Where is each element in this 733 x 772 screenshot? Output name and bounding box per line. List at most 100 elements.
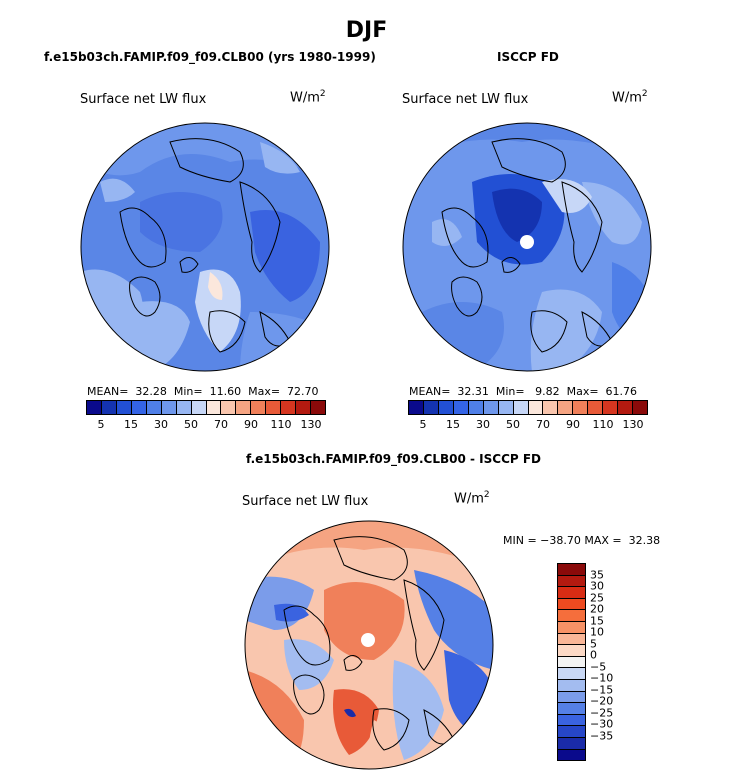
colorbar-swatch xyxy=(176,401,192,414)
colorbar-swatch xyxy=(558,645,585,657)
colorbar-tick: −10 xyxy=(590,671,614,685)
diff-units: W/m2 xyxy=(454,490,490,507)
colorbar-tick: 15 xyxy=(124,418,138,431)
model-panel-title: f.e15b03ch.FAMIP.f09_f09.CLB00 (yrs 1980… xyxy=(44,50,376,64)
colorbar-swatch xyxy=(558,726,585,738)
colorbar-swatch xyxy=(558,598,585,611)
colorbar-tick: 30 xyxy=(476,418,490,431)
obs-field-label: Surface net LW flux xyxy=(402,92,529,107)
colorbar-swatch xyxy=(558,691,585,704)
obs-stats: MEAN= 32.31 Min= 9.82 Max= 61.76 xyxy=(409,385,638,398)
colorbar-swatch xyxy=(558,703,585,715)
colorbar-tick: −20 xyxy=(590,694,614,708)
colorbar-tick: 5 xyxy=(419,418,427,431)
diff-colorbar xyxy=(557,563,586,761)
colorbar-tick: 70 xyxy=(214,418,228,431)
colorbar-swatch xyxy=(453,401,469,414)
diff-colorbar-ticks: 35 30 25 20 15 10 5 0 −5 −10 −15 −20 −25… xyxy=(590,563,650,759)
obs-panel-title: ISCCP FD xyxy=(497,50,559,64)
colorbar-swatch xyxy=(558,749,585,761)
colorbar-swatch xyxy=(423,401,439,414)
model-colorbar-ticks: 5 15 30 50 70 90 110 130 xyxy=(86,418,326,432)
obs-units: W/m2 xyxy=(612,89,648,106)
colorbar-tick: 15 xyxy=(590,614,604,627)
colorbar-swatch xyxy=(131,401,147,414)
obs-colorbar-ticks: 5 15 30 50 70 90 110 130 xyxy=(408,418,648,432)
diff-stats: MIN = −38.70 MAX = 32.38 xyxy=(503,534,661,547)
colorbar-swatch xyxy=(87,401,102,414)
figure-title: DJF xyxy=(345,18,388,43)
colorbar-swatch xyxy=(558,668,585,680)
colorbar-swatch xyxy=(558,401,574,414)
colorbar-tick: 130 xyxy=(622,418,644,431)
colorbar-swatch xyxy=(251,401,267,414)
colorbar-swatch xyxy=(558,737,585,750)
colorbar-swatch xyxy=(558,587,585,599)
colorbar-swatch xyxy=(101,401,117,414)
colorbar-tick: 50 xyxy=(184,418,198,431)
colorbar-tick: −35 xyxy=(590,729,614,742)
colorbar-tick: 15 xyxy=(446,418,460,431)
colorbar-swatch xyxy=(528,401,544,414)
model-units: W/m2 xyxy=(290,89,326,106)
colorbar-tick: 0 xyxy=(590,648,597,662)
colorbar-swatch xyxy=(266,401,282,414)
colorbar-tick: 30 xyxy=(590,579,604,593)
colorbar-swatch xyxy=(409,401,424,414)
colorbar-swatch xyxy=(558,633,585,646)
model-polar-map xyxy=(80,122,330,372)
colorbar-tick: 5 xyxy=(590,637,597,650)
colorbar-tick: 110 xyxy=(592,418,614,431)
colorbar-swatch xyxy=(558,714,585,727)
colorbar-tick: 10 xyxy=(590,625,604,639)
colorbar-swatch xyxy=(558,656,585,669)
colorbar-swatch xyxy=(633,401,647,414)
colorbar-swatch xyxy=(311,401,325,414)
colorbar-swatch xyxy=(543,401,559,414)
colorbar-tick: 25 xyxy=(590,591,604,604)
colorbar-swatch xyxy=(558,621,585,634)
colorbar-swatch xyxy=(161,401,177,414)
colorbar-swatch xyxy=(558,564,585,576)
colorbar-swatch xyxy=(558,679,585,692)
colorbar-tick: 90 xyxy=(566,418,580,431)
colorbar-swatch xyxy=(603,401,619,414)
colorbar-swatch xyxy=(573,401,589,414)
diff-field-label: Surface net LW flux xyxy=(242,494,369,509)
diff-polar-map xyxy=(244,520,494,770)
colorbar-swatch xyxy=(513,401,529,414)
colorbar-swatch xyxy=(618,401,634,414)
colorbar-tick: 5 xyxy=(97,418,105,431)
colorbar-swatch xyxy=(146,401,162,414)
colorbar-tick: 90 xyxy=(244,418,258,431)
diff-panel-title: f.e15b03ch.FAMIP.f09_f09.CLB00 - ISCCP F… xyxy=(246,452,542,466)
colorbar-swatch xyxy=(236,401,252,414)
colorbar-swatch xyxy=(558,575,585,588)
colorbar-swatch xyxy=(558,610,585,622)
model-colorbar xyxy=(86,400,326,415)
colorbar-tick: 70 xyxy=(536,418,550,431)
colorbar-tick: 50 xyxy=(506,418,520,431)
colorbar-tick: 35 xyxy=(590,568,604,581)
colorbar-tick: 30 xyxy=(154,418,168,431)
model-stats: MEAN= 32.28 Min= 11.60 Max= 72.70 xyxy=(87,385,319,398)
colorbar-swatch xyxy=(281,401,297,414)
model-field-label: Surface net LW flux xyxy=(80,92,207,107)
obs-colorbar xyxy=(408,400,648,415)
colorbar-swatch xyxy=(221,401,237,414)
colorbar-tick: 110 xyxy=(270,418,292,431)
colorbar-swatch xyxy=(468,401,484,414)
colorbar-swatch xyxy=(296,401,312,414)
colorbar-swatch xyxy=(206,401,222,414)
colorbar-tick: −15 xyxy=(590,683,614,696)
colorbar-tick: 130 xyxy=(300,418,322,431)
obs-polar-map xyxy=(402,122,652,372)
colorbar-swatch xyxy=(588,401,604,414)
colorbar-tick: −30 xyxy=(590,717,614,731)
colorbar-swatch xyxy=(438,401,454,414)
colorbar-swatch xyxy=(191,401,207,414)
colorbar-swatch xyxy=(483,401,499,414)
colorbar-tick: −25 xyxy=(590,706,614,719)
colorbar-swatch xyxy=(116,401,132,414)
colorbar-swatch xyxy=(498,401,514,414)
